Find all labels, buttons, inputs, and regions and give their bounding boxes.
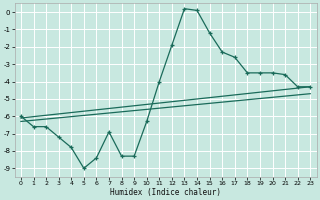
X-axis label: Humidex (Indice chaleur): Humidex (Indice chaleur) <box>110 188 221 197</box>
